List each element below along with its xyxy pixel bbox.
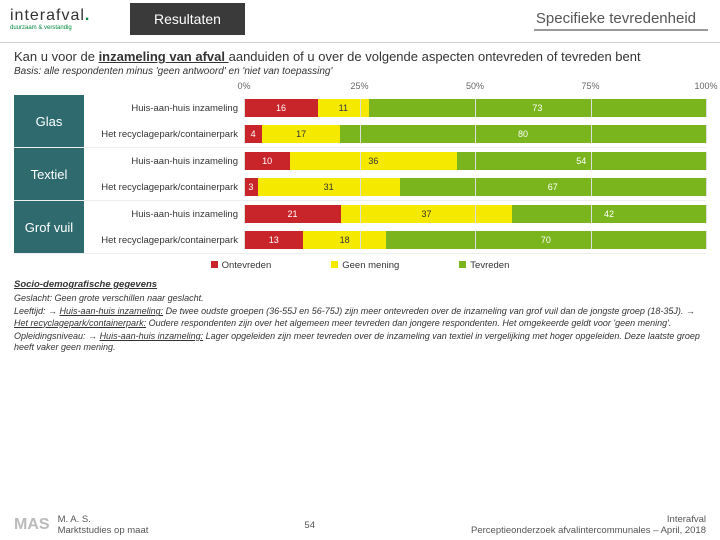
header: interafval. duurzaam & verstandig Result… bbox=[0, 0, 720, 38]
bar-row: Het recyclagepark/containerpark33167 bbox=[84, 174, 706, 200]
bar-segment: 4 bbox=[244, 125, 262, 143]
bar-segment: 54 bbox=[457, 152, 706, 170]
section-tab: Resultaten bbox=[130, 3, 245, 35]
bar-segment: 67 bbox=[400, 178, 706, 196]
stacked-bar: 33167 bbox=[244, 178, 706, 196]
logo-dot: . bbox=[85, 7, 90, 24]
logo-sub: duurzaam & verstandig bbox=[10, 25, 130, 31]
bar-segment: 37 bbox=[341, 205, 512, 223]
bar-label: Huis-aan-huis inzameling bbox=[84, 103, 244, 114]
page-number: 54 bbox=[148, 520, 471, 531]
axis-tick: 25% bbox=[350, 81, 368, 91]
group-row: Grof vuilHuis-aan-huis inzameling213742H… bbox=[14, 201, 706, 254]
bar-label: Huis-aan-huis inzameling bbox=[84, 209, 244, 220]
bar-segment: 80 bbox=[340, 125, 706, 143]
bar-segment: 16 bbox=[244, 99, 318, 117]
bar-row: Het recyclagepark/containerpark131870 bbox=[84, 227, 706, 253]
bar-row: Huis-aan-huis inzameling161173 bbox=[84, 95, 706, 121]
stacked-bar: 41780 bbox=[244, 125, 706, 143]
socio-title: Socio-demografische gegevens bbox=[14, 279, 706, 290]
bar-label: Het recyclagepark/containerpark bbox=[84, 235, 244, 246]
bar-label: Huis-aan-huis inzameling bbox=[84, 156, 244, 167]
axis-tick: 50% bbox=[466, 81, 484, 91]
footer-right: Interafval Perceptieonderzoek afvalinter… bbox=[471, 514, 706, 536]
stacked-bar: 213742 bbox=[244, 205, 706, 223]
socio-line: Geslacht: Geen grote verschillen naar ge… bbox=[14, 293, 706, 304]
footer: MAS M. A. S. Marktstudies op maat 54 Int… bbox=[0, 514, 720, 536]
stacked-bar: 161173 bbox=[244, 99, 706, 117]
chart: 0%25%50%75%100% GlasHuis-aan-huis inzame… bbox=[0, 81, 720, 275]
x-axis: 0%25%50%75%100% bbox=[244, 81, 706, 95]
bar-segment: 17 bbox=[262, 125, 340, 143]
bar-label: Het recyclagepark/containerpark bbox=[84, 129, 244, 140]
bar-segment: 21 bbox=[244, 205, 341, 223]
question-text: Kan u voor de inzameling van afval aandu… bbox=[0, 42, 720, 66]
stacked-bar: 103654 bbox=[244, 152, 706, 170]
bar-segment: 3 bbox=[244, 178, 258, 196]
bar-segment: 10 bbox=[244, 152, 290, 170]
bar-segment: 36 bbox=[290, 152, 456, 170]
stacked-bar: 131870 bbox=[244, 231, 706, 249]
logo: interafval. duurzaam & verstandig bbox=[0, 7, 130, 31]
bar-row: Huis-aan-huis inzameling103654 bbox=[84, 148, 706, 174]
bar-label: Het recyclagepark/containerpark bbox=[84, 182, 244, 193]
socio-line: Leeftijd: → Huis-aan-huis inzameling: De… bbox=[14, 306, 706, 329]
page-title: Specifieke tevredenheid bbox=[534, 8, 708, 31]
bar-segment: 70 bbox=[386, 231, 706, 249]
footer-left: M. A. S. Marktstudies op maat bbox=[58, 514, 149, 536]
bar-segment: 42 bbox=[512, 205, 706, 223]
basis-text: Basis: alle respondenten minus 'geen ant… bbox=[0, 66, 720, 81]
legend-item: Ontevreden bbox=[211, 260, 272, 271]
bar-segment: 73 bbox=[369, 99, 706, 117]
group-label: Textiel bbox=[14, 148, 84, 200]
group-label: Grof vuil bbox=[14, 201, 84, 253]
logo-name: interafval bbox=[10, 7, 85, 24]
group-row: GlasHuis-aan-huis inzameling161173Het re… bbox=[14, 95, 706, 148]
legend: Ontevreden Geen mening Tevreden bbox=[14, 254, 706, 275]
group-row: TextielHuis-aan-huis inzameling103654Het… bbox=[14, 148, 706, 201]
bar-row: Het recyclagepark/containerpark41780 bbox=[84, 121, 706, 147]
bar-segment: 31 bbox=[258, 178, 400, 196]
axis-tick: 0% bbox=[237, 81, 250, 91]
axis-tick: 75% bbox=[581, 81, 599, 91]
group-label: Glas bbox=[14, 95, 84, 147]
legend-item: Geen mening bbox=[331, 260, 399, 271]
bar-segment: 11 bbox=[318, 99, 369, 117]
socio-section: Socio-demografische gegevens Geslacht: G… bbox=[0, 275, 720, 359]
legend-item: Tevreden bbox=[459, 260, 509, 271]
socio-line: Opleidingsniveau: → Huis-aan-huis inzame… bbox=[14, 331, 706, 354]
bar-segment: 18 bbox=[303, 231, 385, 249]
footer-logo: MAS bbox=[14, 516, 50, 534]
axis-tick: 100% bbox=[694, 81, 717, 91]
bar-segment: 13 bbox=[244, 231, 303, 249]
bar-row: Huis-aan-huis inzameling213742 bbox=[84, 201, 706, 227]
